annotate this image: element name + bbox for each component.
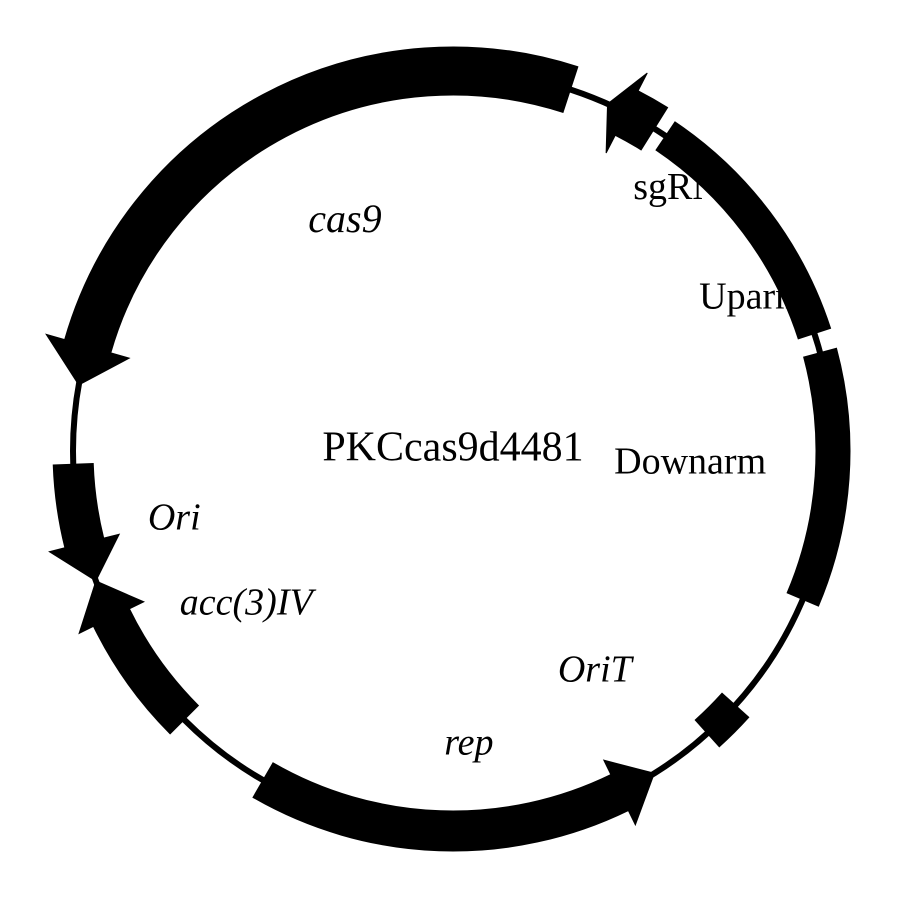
feature-downarm <box>787 348 850 606</box>
feature-label-cas9: cas9 <box>308 196 381 241</box>
feature-label-uparm: Uparm <box>699 275 805 317</box>
plasmid-map: sgRNAUparmDownarmOriTrepacc(3)IVOricas9P… <box>0 0 906 902</box>
feature-label-oriT: OriT <box>558 649 635 691</box>
feature-rep <box>253 760 654 851</box>
feature-ori <box>49 464 119 581</box>
feature-sgRNA <box>606 73 667 153</box>
feature-label-acc3iv: acc(3)IV <box>180 581 317 623</box>
plasmid-name: PKCcas9d4481 <box>322 425 583 471</box>
feature-label-downarm: Downarm <box>614 441 766 483</box>
feature-label-ori: Ori <box>148 497 201 539</box>
feature-label-rep: rep <box>444 722 493 764</box>
